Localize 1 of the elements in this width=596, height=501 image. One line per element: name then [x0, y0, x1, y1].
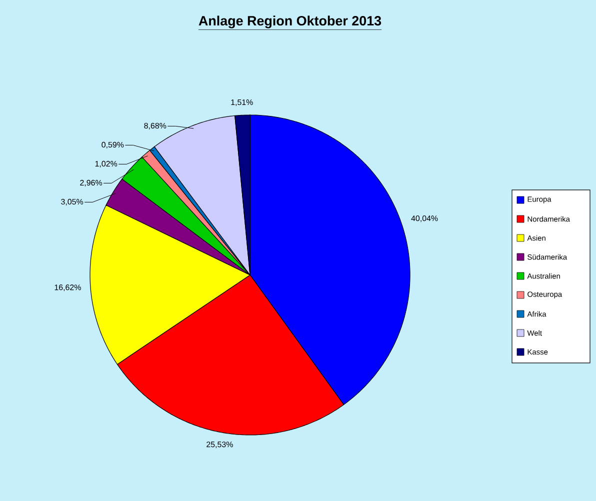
chart-title: Anlage Region Oktober 2013	[198, 16, 382, 28]
